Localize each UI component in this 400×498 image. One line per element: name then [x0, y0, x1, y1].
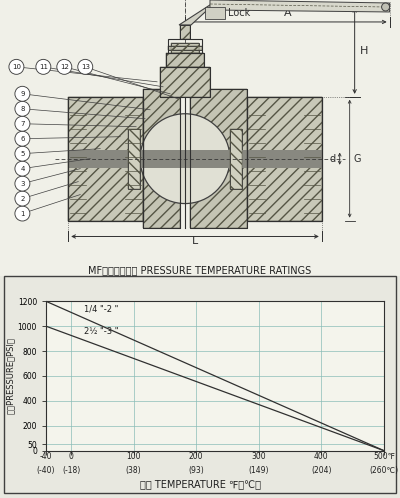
Bar	[247, 150, 322, 168]
Text: 2½ "-3 ": 2½ "-3 "	[84, 327, 118, 336]
Text: -40: -40	[40, 452, 52, 461]
Text: 2: 2	[20, 196, 24, 202]
Bar	[143, 89, 180, 229]
Text: L: L	[192, 237, 198, 247]
Bar	[140, 150, 230, 168]
Text: 11: 11	[39, 64, 48, 70]
Bar	[160, 67, 210, 97]
Circle shape	[36, 59, 51, 74]
Bar	[128, 128, 140, 189]
Bar	[168, 46, 202, 50]
Text: 500℉: 500℉	[373, 452, 395, 461]
Text: 4: 4	[20, 166, 24, 172]
Text: (38): (38)	[126, 466, 142, 475]
Circle shape	[15, 176, 30, 191]
Text: 200: 200	[189, 452, 204, 461]
Text: 0: 0	[68, 452, 74, 461]
Bar	[68, 97, 143, 221]
Bar	[180, 25, 190, 39]
Polygon shape	[210, 0, 390, 12]
Bar	[68, 150, 143, 168]
Bar	[160, 67, 210, 97]
Bar	[166, 53, 204, 67]
Text: 6: 6	[20, 135, 25, 142]
Circle shape	[15, 131, 30, 146]
Text: 100: 100	[126, 452, 141, 461]
Text: d: d	[330, 154, 336, 164]
Bar	[180, 25, 190, 39]
Bar	[166, 53, 204, 67]
Bar	[171, 43, 199, 53]
Text: 13: 13	[81, 64, 90, 70]
Text: 10: 10	[12, 64, 21, 70]
Bar	[190, 89, 247, 229]
Circle shape	[78, 59, 93, 74]
Bar	[168, 39, 202, 53]
Text: MF压力温度定额 PRESSURE TEMPERATURE RATINGS: MF压力温度定额 PRESSURE TEMPERATURE RATINGS	[88, 265, 312, 275]
Bar	[68, 97, 143, 221]
Circle shape	[140, 114, 230, 204]
Text: 温度 TEMPERATURE ℉（℃）: 温度 TEMPERATURE ℉（℃）	[140, 479, 260, 489]
Bar	[247, 97, 322, 221]
Bar	[68, 97, 143, 221]
Text: 5: 5	[20, 151, 24, 157]
Bar	[205, 7, 225, 19]
Text: G: G	[354, 154, 361, 164]
Bar	[247, 97, 322, 221]
Text: (-18): (-18)	[62, 466, 80, 475]
Bar	[180, 25, 190, 39]
Circle shape	[57, 59, 72, 74]
Circle shape	[15, 146, 30, 161]
Polygon shape	[179, 3, 215, 25]
Bar	[168, 46, 202, 50]
Circle shape	[382, 3, 390, 11]
Text: 1: 1	[20, 211, 25, 217]
Circle shape	[15, 101, 30, 116]
Circle shape	[15, 206, 30, 221]
Text: 3: 3	[20, 181, 25, 187]
Text: (149): (149)	[248, 466, 269, 475]
Bar	[166, 53, 204, 67]
Text: 12: 12	[60, 64, 69, 70]
Text: (204): (204)	[311, 466, 332, 475]
Text: H: H	[360, 46, 368, 56]
Text: 9: 9	[20, 91, 25, 97]
Text: (260℃): (260℃)	[370, 466, 398, 475]
Bar	[230, 128, 242, 189]
Circle shape	[15, 161, 30, 176]
Text: (-40): (-40)	[37, 466, 55, 475]
Circle shape	[15, 86, 30, 101]
Bar	[242, 150, 247, 168]
Bar	[190, 89, 247, 229]
Bar	[143, 89, 180, 229]
Bar	[171, 43, 199, 53]
Bar	[160, 67, 210, 97]
Text: 压力PRESSURE（PSI）: 压力PRESSURE（PSI）	[6, 338, 14, 414]
Text: 400: 400	[314, 452, 329, 461]
Text: 1/4 "-2 ": 1/4 "-2 "	[84, 304, 118, 313]
Circle shape	[15, 191, 30, 206]
Circle shape	[15, 116, 30, 131]
Bar	[190, 89, 247, 229]
Text: A: A	[284, 8, 291, 18]
Bar	[230, 128, 242, 189]
Text: (93): (93)	[188, 466, 204, 475]
Text: 300: 300	[252, 452, 266, 461]
Bar	[128, 128, 140, 189]
Text: 8: 8	[20, 106, 25, 112]
Text: 7: 7	[20, 121, 25, 126]
Circle shape	[9, 59, 24, 74]
Text: Lock: Lock	[228, 8, 250, 18]
Bar	[123, 150, 128, 168]
Bar	[143, 89, 180, 229]
Bar	[247, 97, 322, 221]
